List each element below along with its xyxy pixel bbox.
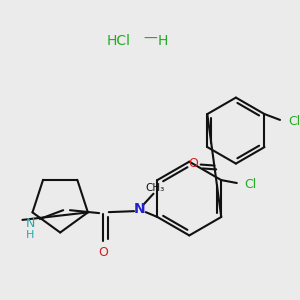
Text: H: H bbox=[26, 230, 34, 240]
Text: —: — bbox=[144, 32, 158, 46]
Text: O: O bbox=[98, 246, 108, 260]
Text: O: O bbox=[188, 157, 198, 170]
Text: CH₃: CH₃ bbox=[146, 183, 165, 193]
Text: N: N bbox=[26, 217, 35, 230]
Text: H: H bbox=[157, 34, 168, 48]
Text: N: N bbox=[134, 202, 146, 216]
Text: Cl: Cl bbox=[288, 115, 300, 128]
Text: Cl: Cl bbox=[244, 178, 257, 191]
Text: HCl: HCl bbox=[107, 34, 131, 48]
